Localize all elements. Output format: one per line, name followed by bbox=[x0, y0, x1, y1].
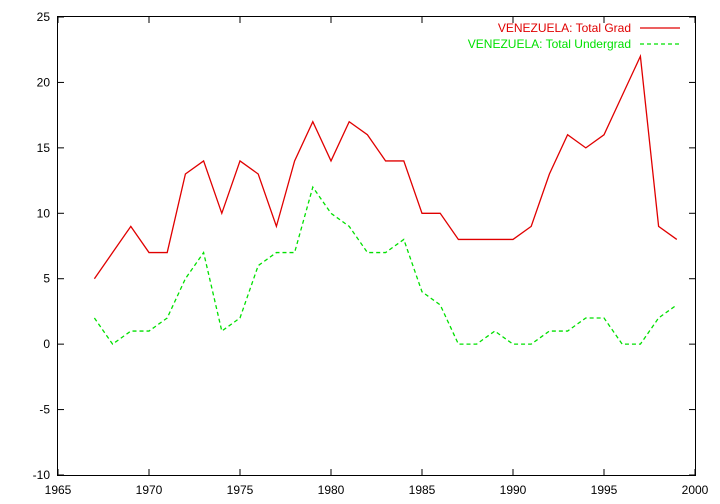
x-tick-label: 1995 bbox=[591, 483, 618, 497]
x-tick-label: 1965 bbox=[45, 483, 72, 497]
legend-label-2: VENEZUELA: Total Undergrad bbox=[468, 37, 631, 51]
legend: VENEZUELA: Total Grad VENEZUELA: Total Un… bbox=[468, 21, 680, 51]
series-line-1 bbox=[93, 53, 678, 280]
series-layer bbox=[93, 53, 678, 346]
y-tick-label: -5 bbox=[39, 403, 50, 417]
y-tick-label: 5 bbox=[43, 272, 50, 286]
x-tick-label: 1985 bbox=[409, 483, 436, 497]
y-tick-label: 15 bbox=[37, 141, 51, 155]
x-tick-label: 1975 bbox=[227, 483, 254, 497]
x-tick-label: 1990 bbox=[500, 483, 527, 497]
x-tick-label: 2000 bbox=[682, 483, 709, 497]
x-tick-label: 1980 bbox=[318, 483, 345, 497]
legend-label-1: VENEZUELA: Total Grad bbox=[498, 21, 631, 35]
y-axis: -10 -5 0 5 10 15 20 25 bbox=[33, 10, 695, 482]
y-tick-label: 0 bbox=[43, 337, 50, 351]
plot-frame bbox=[57, 16, 696, 476]
x-tick-label: 1970 bbox=[136, 483, 163, 497]
x-axis: 1965 1970 1975 1980 1985 1990 1995 2000 bbox=[45, 17, 709, 497]
y-tick-label: -10 bbox=[33, 468, 51, 482]
y-tick-label: 10 bbox=[37, 206, 51, 220]
y-tick-label: 20 bbox=[37, 75, 51, 89]
y-tick-label: 25 bbox=[37, 10, 51, 24]
series-line-2 bbox=[93, 185, 678, 346]
